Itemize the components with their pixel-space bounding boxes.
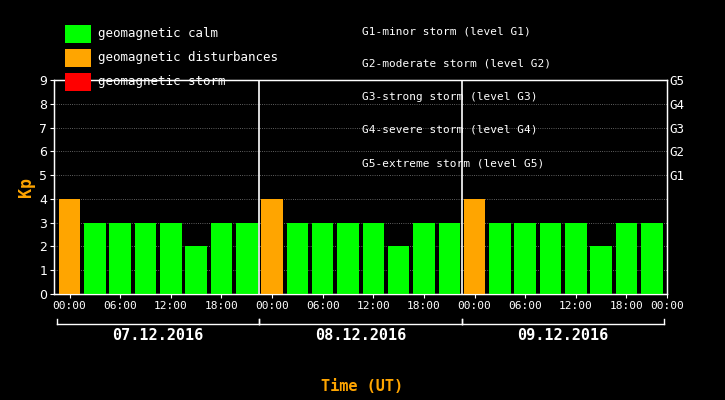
Bar bbox=[439, 223, 460, 294]
Bar bbox=[312, 223, 334, 294]
Text: G5-extreme storm (level G5): G5-extreme storm (level G5) bbox=[362, 158, 544, 168]
Bar bbox=[515, 223, 536, 294]
Text: G4-severe storm (level G4): G4-severe storm (level G4) bbox=[362, 125, 538, 135]
Bar bbox=[286, 223, 308, 294]
Bar bbox=[59, 199, 80, 294]
Bar bbox=[540, 223, 561, 294]
Bar bbox=[641, 223, 663, 294]
Text: 07.12.2016: 07.12.2016 bbox=[112, 328, 204, 343]
Text: geomagnetic storm: geomagnetic storm bbox=[98, 76, 225, 88]
Bar bbox=[362, 223, 384, 294]
Bar bbox=[135, 223, 157, 294]
Text: G3-strong storm (level G3): G3-strong storm (level G3) bbox=[362, 92, 538, 102]
Bar bbox=[388, 246, 410, 294]
Bar bbox=[84, 223, 106, 294]
Bar bbox=[236, 223, 257, 294]
Y-axis label: Kp: Kp bbox=[17, 177, 36, 197]
Bar bbox=[160, 223, 181, 294]
Text: Time (UT): Time (UT) bbox=[321, 379, 404, 394]
Bar bbox=[489, 223, 510, 294]
Bar bbox=[186, 246, 207, 294]
Text: geomagnetic disturbances: geomagnetic disturbances bbox=[98, 52, 278, 64]
Text: 08.12.2016: 08.12.2016 bbox=[315, 328, 406, 343]
Text: G1-minor storm (level G1): G1-minor storm (level G1) bbox=[362, 26, 531, 36]
Text: 09.12.2016: 09.12.2016 bbox=[518, 328, 609, 343]
Bar bbox=[109, 223, 131, 294]
Bar bbox=[261, 199, 283, 294]
Bar bbox=[211, 223, 232, 294]
Bar bbox=[565, 223, 587, 294]
Bar bbox=[616, 223, 637, 294]
Bar bbox=[464, 199, 485, 294]
Text: geomagnetic calm: geomagnetic calm bbox=[98, 28, 218, 40]
Bar bbox=[413, 223, 435, 294]
Text: G2-moderate storm (level G2): G2-moderate storm (level G2) bbox=[362, 59, 552, 69]
Bar bbox=[590, 246, 612, 294]
Bar bbox=[337, 223, 359, 294]
